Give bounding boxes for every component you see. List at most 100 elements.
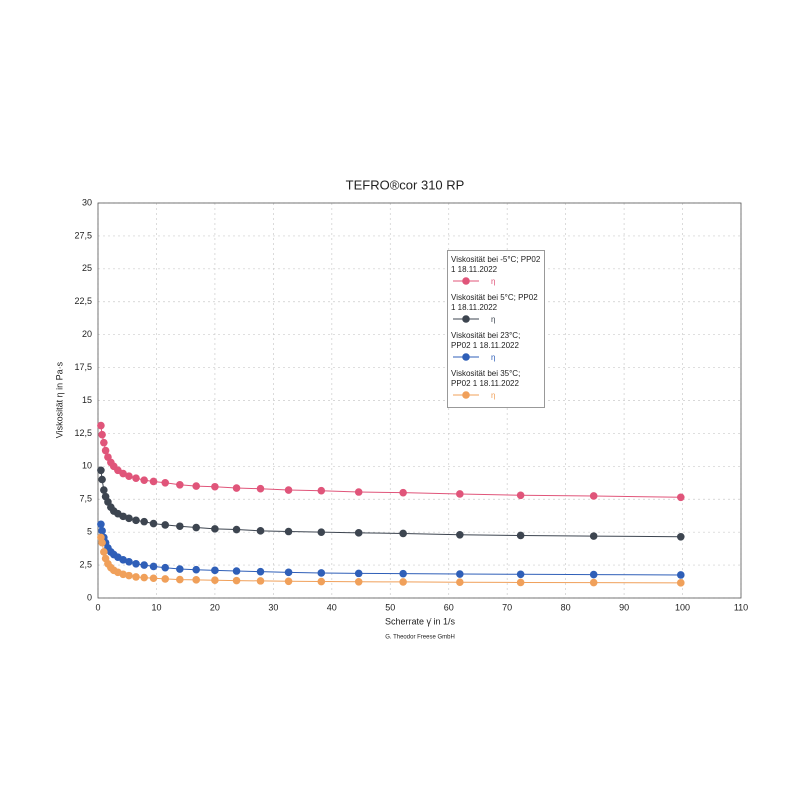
y-tick-label: 20 bbox=[82, 329, 92, 339]
x-tick-label: 0 bbox=[95, 602, 100, 612]
legend-swatch bbox=[453, 391, 479, 399]
data-point bbox=[100, 486, 108, 494]
legend-eta: η bbox=[491, 314, 496, 324]
legend-eta: η bbox=[491, 390, 496, 400]
y-tick-label: 12,5 bbox=[74, 428, 92, 438]
data-point bbox=[119, 512, 127, 521]
legend-marker bbox=[462, 353, 470, 361]
data-point bbox=[125, 571, 133, 580]
y-tick-label: 7,5 bbox=[79, 494, 92, 504]
series-line bbox=[100, 425, 681, 498]
x-tick-label: 50 bbox=[385, 602, 395, 612]
data-point bbox=[119, 570, 127, 579]
x-tick-label: 70 bbox=[502, 602, 512, 612]
y-axis-label: Viskosität η in Pa·s bbox=[54, 361, 64, 438]
data-point bbox=[317, 486, 326, 495]
legend-swatch bbox=[453, 315, 479, 323]
x-tick-label: 110 bbox=[734, 602, 748, 612]
legend-marker bbox=[462, 391, 470, 399]
legend-entry: Viskosität bei 35°C; PP02 1 18.11.2022 η bbox=[451, 369, 541, 401]
data-point bbox=[132, 474, 140, 482]
data-point bbox=[98, 430, 106, 439]
x-tick-label: 20 bbox=[210, 602, 220, 612]
y-tick-label: 25 bbox=[82, 263, 92, 273]
data-point bbox=[132, 559, 140, 568]
legend-swatch bbox=[453, 353, 479, 361]
data-point bbox=[589, 532, 598, 540]
data-point bbox=[176, 480, 184, 489]
data-point bbox=[589, 492, 598, 500]
data-point bbox=[232, 567, 241, 575]
data-point bbox=[676, 532, 685, 541]
y-tick-label: 17,5 bbox=[74, 362, 92, 372]
data-point bbox=[176, 522, 184, 531]
data-point bbox=[192, 482, 201, 490]
data-point bbox=[676, 571, 685, 579]
data-point bbox=[284, 486, 293, 494]
data-point bbox=[589, 578, 598, 587]
legend-swatch bbox=[453, 277, 479, 285]
y-tick-label: 0 bbox=[87, 592, 92, 602]
data-point bbox=[149, 519, 158, 528]
data-point bbox=[97, 520, 105, 529]
data-point bbox=[354, 578, 363, 586]
data-point bbox=[132, 516, 140, 525]
data-point bbox=[284, 577, 293, 586]
data-point bbox=[317, 528, 326, 536]
data-point bbox=[589, 570, 598, 579]
chart-title: TEFRO®cor 310 RP bbox=[346, 177, 465, 192]
data-point bbox=[211, 576, 219, 585]
data-point bbox=[399, 569, 407, 578]
data-point bbox=[211, 566, 219, 575]
data-point bbox=[149, 574, 158, 583]
legend-marker bbox=[462, 277, 470, 285]
data-point bbox=[456, 490, 464, 498]
x-tick-label: 60 bbox=[444, 602, 454, 612]
legend-label: Viskosität bei 23°C; PP02 1 18.11.2022 bbox=[451, 331, 521, 350]
legend-marker bbox=[462, 315, 470, 323]
y-tick-label: 5 bbox=[87, 527, 92, 537]
data-point bbox=[161, 563, 170, 572]
legend-entry: Viskosität bei 5°C; PP02 1 18.11.2022 η bbox=[451, 293, 541, 325]
plot-frame bbox=[97, 202, 742, 599]
data-point bbox=[125, 557, 133, 566]
data-point bbox=[456, 578, 464, 586]
y-tick-label: 27,5 bbox=[74, 230, 92, 240]
data-point bbox=[140, 573, 148, 582]
legend-symbol: η bbox=[451, 389, 541, 401]
data-point bbox=[317, 569, 326, 577]
data-point bbox=[125, 472, 133, 481]
data-point bbox=[192, 523, 201, 532]
data-point bbox=[125, 514, 133, 523]
data-point bbox=[676, 579, 685, 587]
legend-eta: η bbox=[491, 352, 496, 362]
footer: G. Theodor Freese GmbH bbox=[385, 635, 455, 641]
y-tick-label: 22,5 bbox=[74, 296, 92, 306]
data-point bbox=[399, 488, 407, 497]
x-tick-label: 30 bbox=[268, 602, 278, 612]
data-point bbox=[119, 469, 127, 478]
data-point bbox=[516, 578, 525, 587]
data-point bbox=[354, 529, 363, 537]
legend-symbol: η bbox=[451, 313, 541, 325]
legend-label: Viskosität bei 5°C; PP02 1 18.11.2022 bbox=[451, 293, 538, 312]
data-point bbox=[256, 577, 265, 585]
data-point bbox=[284, 527, 293, 536]
y-tick-label: 15 bbox=[82, 395, 92, 405]
data-point bbox=[676, 493, 685, 502]
x-tick-label: 40 bbox=[327, 602, 337, 612]
legend-label: Viskosität bei 35°C; PP02 1 18.11.2022 bbox=[451, 369, 521, 388]
data-point bbox=[98, 527, 106, 535]
data-point bbox=[256, 484, 265, 493]
data-point bbox=[456, 570, 464, 578]
data-point bbox=[176, 575, 184, 584]
data-point bbox=[119, 556, 127, 564]
data-point bbox=[101, 446, 110, 455]
data-point bbox=[140, 517, 148, 526]
x-axis-label: Scherrate γ̇ in 1/s bbox=[385, 616, 456, 626]
legend-entry: Viskosität bei -5°C; PP02 1 18.11.2022 η bbox=[451, 255, 541, 287]
data-point bbox=[256, 527, 265, 535]
data-point bbox=[256, 567, 265, 576]
